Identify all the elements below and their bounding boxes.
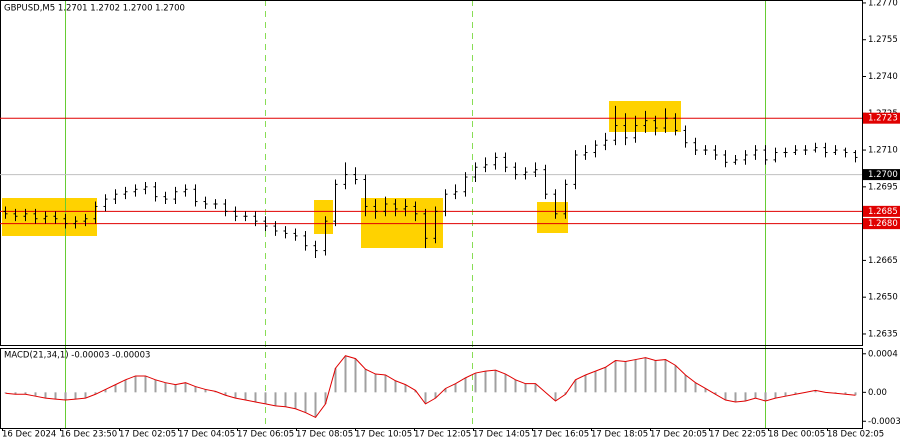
x-tick-label: 17 Dec 04:05 [178, 430, 235, 440]
macd-panel-frame [0, 348, 863, 429]
x-tick-label: 17 Dec 20:05 [650, 430, 707, 440]
y-tick-label: 1.2665 [868, 256, 898, 266]
price-label: 1.2700 [868, 170, 898, 180]
x-tick-label: 17 Dec 06:05 [237, 430, 294, 440]
highlight-boxes [2, 101, 681, 248]
y-tick-label: 1.2740 [868, 72, 898, 82]
y-tick-label: 1.2770 [868, 0, 898, 8]
price-label-box [863, 218, 900, 230]
y-tick-label: 1.2695 [868, 182, 898, 192]
price-label: 1.2680 [868, 219, 898, 229]
x-tick-label: 17 Dec 10:05 [355, 430, 412, 440]
y-tick-label: 1.2710 [868, 146, 898, 156]
x-tick-label: 17 Dec 18:05 [591, 430, 648, 440]
session-lines [65, 0, 766, 428]
x-tick-label: 17 Dec 14:05 [473, 430, 530, 440]
macd-line [5, 355, 856, 419]
x-tick-label: 18 Dec 02:05 [827, 430, 884, 440]
highlight-box [361, 198, 443, 248]
highlight-box [2, 198, 97, 236]
highlight-box [314, 200, 333, 234]
price-label-box [863, 112, 900, 124]
x-tick-label: 17 Dec 22:05 [709, 430, 766, 440]
price-label: 1.2723 [868, 114, 898, 124]
y-tick-label: 1.2635 [868, 329, 898, 339]
macd-y-tick-label: 0.00 [868, 388, 887, 398]
highlight-box [537, 202, 568, 233]
price-panel-frame [0, 0, 863, 346]
chart-title: GBPUSD,M5 1.2701 1.2702 1.2700 1.2700 [4, 4, 185, 14]
x-tick-label: 16 Dec 23:50 [60, 430, 117, 440]
y-tick-label: 1.2650 [868, 293, 898, 303]
x-tick-label: 16 Dec 2024 [2, 430, 56, 440]
macd-histogram [4, 355, 857, 418]
price-label: 1.2685 [868, 207, 898, 217]
price-label-box [863, 169, 900, 181]
x-tick-label: 18 Dec 00:05 [768, 430, 825, 440]
macd-y-tick-label: -0.0003 [868, 417, 900, 427]
macd-y-tick-label: 0.0004 [868, 349, 898, 359]
ohlc-bars [3, 105, 858, 258]
y-tick-label: 1.2755 [868, 35, 898, 45]
x-tick-label: 17 Dec 08:05 [296, 430, 353, 440]
price-label-box [863, 205, 900, 217]
x-tick-label: 17 Dec 02:05 [119, 430, 176, 440]
macd-title: MACD(21,34,1) -0.00003 -0.00003 [4, 351, 150, 361]
x-tick-label: 17 Dec 16:05 [532, 430, 589, 440]
x-tick-label: 17 Dec 12:05 [414, 430, 471, 440]
